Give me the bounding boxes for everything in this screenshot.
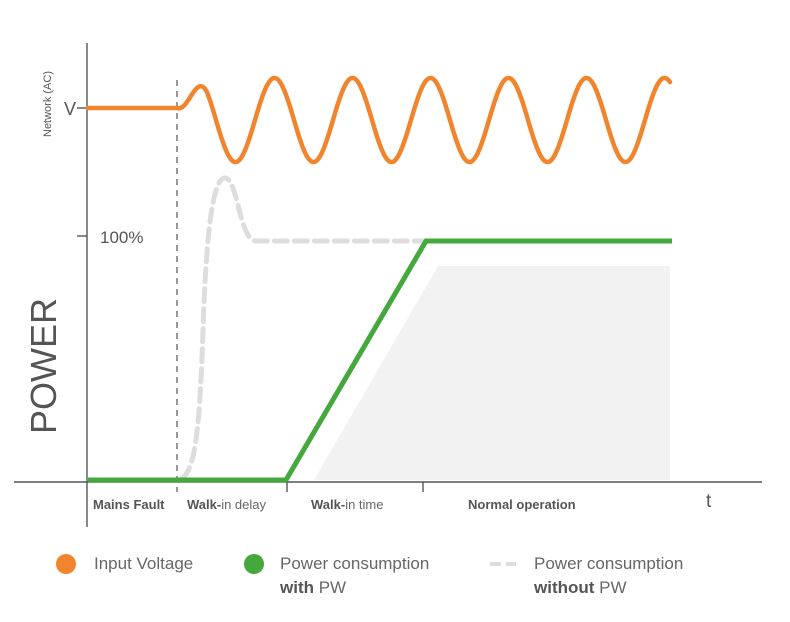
phase-label-mains-fault: Mains Fault — [93, 497, 165, 512]
network-axis-label: Network (AC) — [42, 71, 54, 137]
legend-input-voltage: Input Voltage — [94, 552, 193, 576]
legend: Input Voltage Power consumption with PW … — [0, 552, 790, 612]
normal-operation-shade — [314, 266, 670, 480]
dashed-line-icon — [490, 562, 516, 566]
power-with-pw-line — [88, 238, 672, 483]
input-voltage-line — [85, 75, 673, 165]
legend-with-pw: Power consumption with PW — [280, 552, 429, 600]
legend-without-pw-rest: PW — [594, 578, 627, 597]
legend-without-pw-line1: Power consumption — [534, 554, 684, 573]
percent-tick-label: 100% — [100, 228, 143, 247]
legend-with-pw-bold: with — [280, 578, 314, 597]
phase-label-walkin-delay: Walk-in delay — [187, 497, 267, 512]
phase-label-normal-operation: Normal operation — [468, 497, 576, 512]
green-dot-icon — [244, 554, 264, 574]
voltage-tick-label: V — [64, 99, 76, 119]
legend-with-pw-rest: PW — [314, 578, 347, 597]
power-without-pw-line — [179, 175, 430, 481]
time-axis-label: t — [706, 491, 712, 512]
legend-without-pw: Power consumption without PW — [534, 552, 683, 600]
legend-with-pw-line1: Power consumption — [280, 554, 430, 573]
phase-label-walkin-time: Walk-in time — [311, 497, 384, 512]
legend-without-pw-bold: without — [534, 578, 595, 597]
orange-dot-icon — [56, 554, 76, 574]
power-axis-label: POWER — [23, 298, 64, 434]
legend-input-voltage-text: Input Voltage — [94, 554, 194, 573]
